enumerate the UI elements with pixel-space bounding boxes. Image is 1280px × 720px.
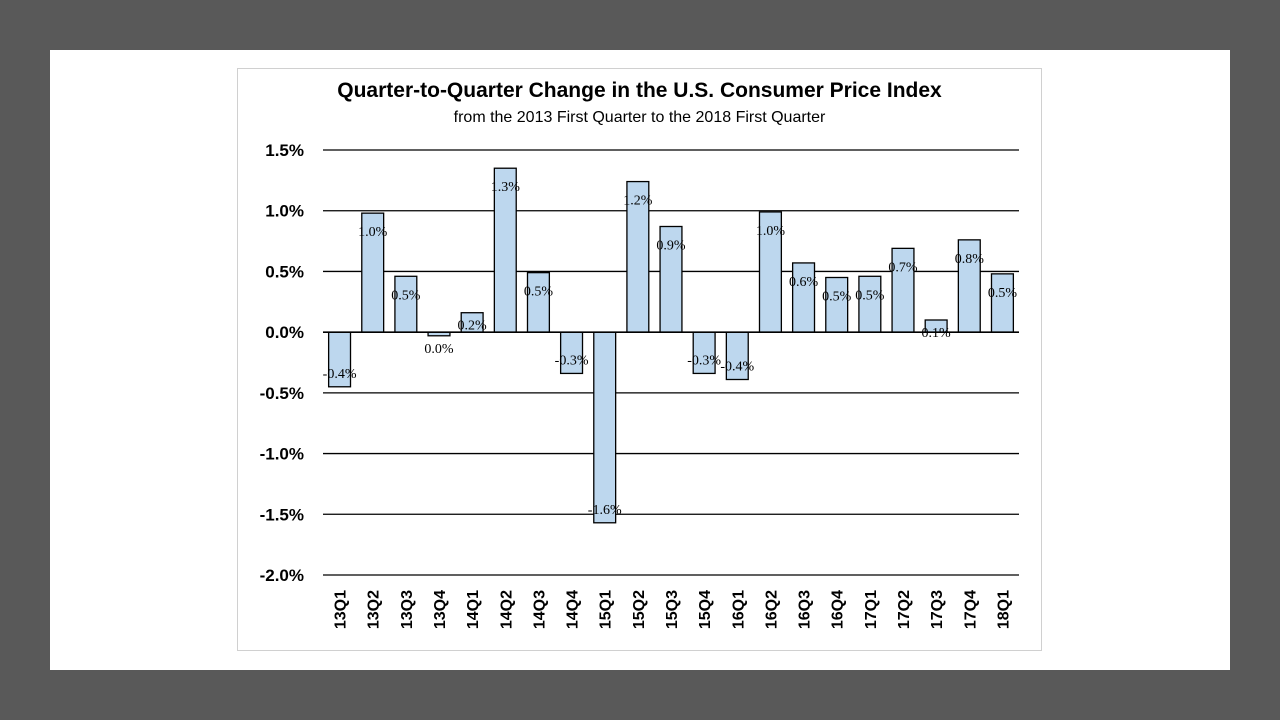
y-tick-label: -1.0% bbox=[260, 445, 304, 464]
bar bbox=[394, 275, 418, 333]
x-tick-label: 16Q4 bbox=[830, 590, 847, 629]
chart-subtitle: from the 2013 First Quarter to the 2018 … bbox=[453, 109, 826, 126]
data-label: 0.5% bbox=[988, 286, 1018, 301]
data-label: -1.6% bbox=[588, 503, 622, 518]
x-tick-label: 17Q1 bbox=[863, 590, 880, 629]
chart-frame bbox=[237, 68, 1042, 651]
data-label: -0.4% bbox=[720, 360, 754, 375]
bar bbox=[990, 273, 1015, 333]
x-tick-label: 16Q3 bbox=[797, 590, 814, 629]
x-tick-label: 13Q3 bbox=[399, 590, 416, 629]
data-label: 0.8% bbox=[955, 252, 985, 267]
x-tick-label: 15Q2 bbox=[631, 590, 648, 629]
x-tick-label: 15Q4 bbox=[697, 590, 714, 629]
x-tick-label: 15Q1 bbox=[598, 590, 615, 629]
x-tick-label: 14Q3 bbox=[531, 590, 548, 629]
bar bbox=[791, 262, 816, 333]
data-label: 0.5% bbox=[524, 285, 554, 300]
y-tick-label: 1.5% bbox=[265, 141, 304, 160]
x-tick-label: 17Q4 bbox=[962, 590, 979, 629]
x-tick-label: 13Q4 bbox=[432, 590, 449, 629]
data-label: 0.5% bbox=[822, 290, 852, 305]
data-label: 0.0% bbox=[424, 342, 454, 357]
x-tick-label: 14Q2 bbox=[498, 590, 515, 629]
bar bbox=[858, 275, 882, 333]
data-label: 0.1% bbox=[922, 326, 952, 341]
bar bbox=[825, 276, 849, 333]
y-tick-label: 0.0% bbox=[265, 323, 304, 342]
chart-title: Quarter-to-Quarter Change in the U.S. Co… bbox=[337, 79, 942, 102]
data-label: 0.5% bbox=[391, 288, 421, 303]
data-label: 1.0% bbox=[358, 225, 388, 240]
bar bbox=[526, 271, 551, 333]
data-label: 1.3% bbox=[491, 180, 521, 195]
data-label: 0.6% bbox=[789, 275, 819, 290]
x-tick-label: 13Q1 bbox=[333, 590, 350, 629]
y-tick-label: -2.0% bbox=[260, 566, 304, 585]
x-tick-label: 17Q3 bbox=[929, 590, 946, 629]
data-label: 0.5% bbox=[855, 288, 885, 303]
x-axis-tick-labels: 13Q1 13Q2 13Q3 13Q4 14Q1 14Q2 14Q3 14Q4 15Q1 15Q2… bbox=[333, 590, 1013, 629]
bar bbox=[593, 331, 617, 524]
data-label: -0.3% bbox=[555, 353, 589, 368]
y-axis-tick-labels: 1.5% 1.0% 0.5% 0.0% -0.5% -1.0% -1.5% -2.0% bbox=[260, 141, 304, 585]
y-tick-label: 1.0% bbox=[265, 202, 304, 221]
x-tick-label: 14Q4 bbox=[565, 590, 582, 629]
data-label: 0.2% bbox=[458, 319, 488, 334]
bars bbox=[327, 167, 1015, 524]
x-tick-label: 13Q2 bbox=[366, 590, 383, 629]
data-labels: -0.4% 1.0% 0.5% 0.0% 0.2% 1.3% 0.5% -0.3% -1.6% 1… bbox=[323, 180, 1018, 518]
data-label: -0.4% bbox=[323, 367, 357, 382]
data-label: 0.7% bbox=[888, 260, 918, 275]
y-tick-label: -1.5% bbox=[260, 505, 304, 524]
data-label: 0.9% bbox=[656, 239, 686, 254]
data-label: 1.2% bbox=[623, 194, 653, 209]
x-tick-label: 17Q2 bbox=[896, 590, 913, 629]
data-label: 1.0% bbox=[756, 224, 786, 239]
x-tick-label: 14Q1 bbox=[465, 590, 482, 629]
y-tick-label: -0.5% bbox=[260, 384, 304, 403]
x-tick-label: 16Q2 bbox=[763, 590, 780, 629]
data-label: -0.3% bbox=[687, 353, 721, 368]
x-tick-label: 15Q3 bbox=[664, 590, 681, 629]
y-tick-label: 0.5% bbox=[265, 262, 304, 281]
gridlines bbox=[323, 149, 1019, 576]
x-tick-label: 16Q1 bbox=[730, 590, 747, 629]
x-tick-label: 18Q1 bbox=[995, 590, 1012, 629]
